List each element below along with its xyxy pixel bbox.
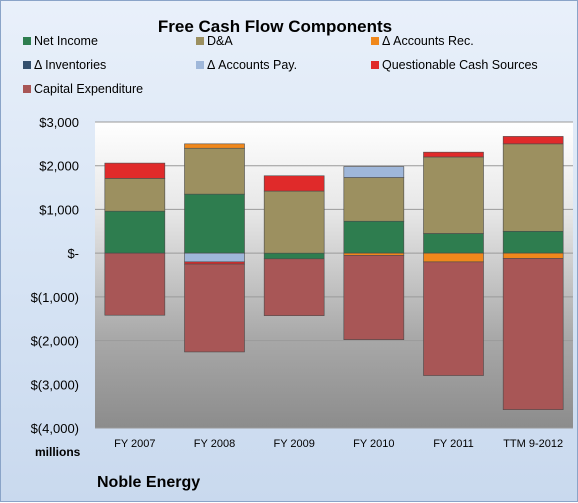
x-tick-label: TTM 9-2012 [503,438,563,450]
bar-segment [343,252,405,256]
bar-segment [423,156,484,234]
legend-label: D&A [207,34,233,48]
bar-segment [343,177,405,222]
legend: Net Income D&A Δ Accounts Rec. Δ Inventorie… [23,34,538,96]
legend-swatch [23,85,31,93]
company-label: Noble Energy [97,474,200,491]
legend-label: Δ Inventories [34,58,106,72]
x-axis-ticks: FY 2007 FY 2008 FY 2009 FY 2010 FY 2011 TTM 9… [114,438,563,450]
bar-segment [502,143,564,232]
bar-segment [502,252,564,259]
bar-segment [423,233,484,254]
legend-swatch [23,61,31,69]
bar-segment [343,166,405,178]
bar-segment [184,143,245,149]
x-tick-label: FY 2008 [194,438,235,450]
bar-segment [263,252,325,260]
legend-swatch [196,61,204,69]
bar-segment [343,255,405,340]
y-tick-label: $2,000 [39,159,79,174]
bars [104,136,564,410]
bar-segment [263,258,325,316]
legend-swatch [371,37,379,45]
bar-segment [502,258,564,410]
bar-segment [423,252,484,263]
legend-swatch [23,37,31,45]
legend-label: Questionable Cash Sources [382,58,538,72]
bar-segment [502,136,564,145]
bar-segment [184,261,245,265]
bar-segment [104,162,166,179]
plot-area [95,122,573,428]
bar-segment [184,252,245,263]
units-label: millions [35,445,81,459]
bar-segment [104,252,166,316]
legend-label: Capital Expenditure [34,82,143,96]
bar-segment [184,193,245,254]
bar-segment [423,261,484,376]
y-tick-label: $(3,000) [31,377,79,392]
chart-title: Free Cash Flow Components [158,17,392,36]
bar-segment [184,263,245,353]
x-tick-label: FY 2009 [273,438,314,450]
bar-segment [104,178,166,212]
bar-segment [423,151,484,158]
x-tick-label: FY 2011 [433,438,474,450]
y-tick-label: $1,000 [39,202,79,217]
y-tick-label: $- [67,246,79,261]
y-tick-label: $(1,000) [31,290,79,305]
y-tick-label: $3,000 [39,115,79,130]
legend-label: Δ Accounts Pay. [207,58,297,72]
bar-segment [104,210,166,254]
y-tick-label: $(4,000) [31,421,79,436]
bar-segment [184,147,245,195]
legend-swatch [196,37,204,45]
legend-label: Δ Accounts Rec. [382,34,474,48]
gridlines [95,121,573,429]
bar-segment [502,230,564,254]
legend-label: Net Income [34,34,98,48]
y-tick-label: $(2,000) [31,334,79,349]
bar-segment [343,220,405,254]
x-tick-label: FY 2010 [353,438,394,450]
bar-segment [263,175,325,192]
y-axis-ticks: $3,000 $2,000 $1,000 $- $(1,000) $(2,000) $(3,… [31,115,79,436]
x-tick-label: FY 2007 [114,438,155,450]
bar-segment [263,190,325,254]
legend-swatch [371,61,379,69]
